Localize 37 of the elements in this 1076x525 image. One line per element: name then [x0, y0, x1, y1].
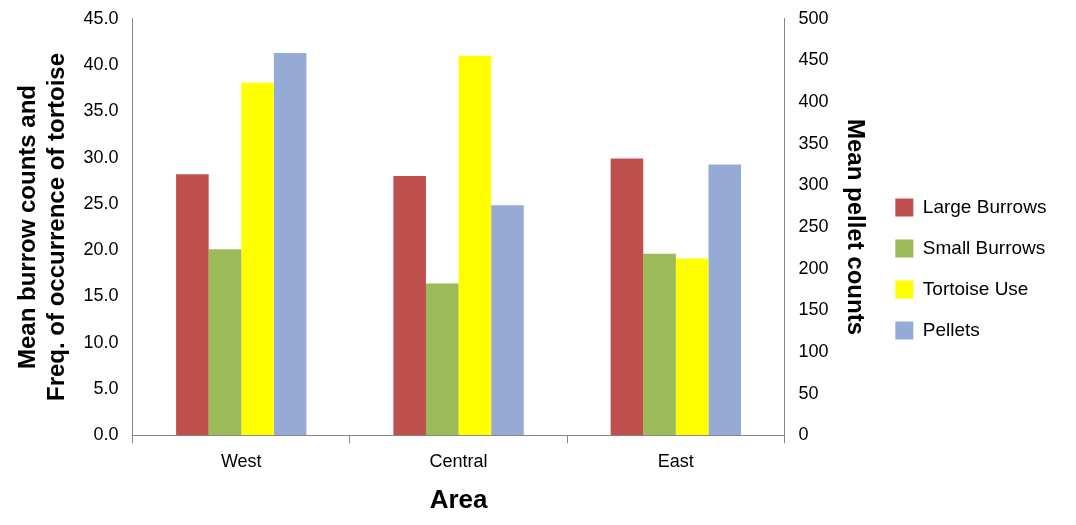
y2-tick-label: 0	[798, 424, 809, 445]
y-tick-label: 30.0	[83, 146, 119, 167]
y-axis-title: Mean burrow counts and Freq. of occurrence of tortoise	[13, 52, 69, 402]
x-tick-label: Central	[429, 450, 488, 471]
x-tick-label: West	[220, 450, 262, 471]
bar	[176, 174, 209, 436]
y2-tick-label: 50	[798, 382, 819, 403]
bar	[643, 253, 676, 436]
legend-label: Large Burrows	[922, 195, 1047, 217]
y-tick-label: 25.0	[83, 192, 119, 213]
y2-axis-title: Mean pellet counts	[843, 118, 871, 336]
y2-tick-label: 100	[798, 340, 829, 361]
y2-tick-label: 500	[798, 7, 829, 28]
legend-label: Pellets	[922, 318, 980, 340]
y-tick-label: 5.0	[93, 377, 119, 398]
y-tick-label: 10.0	[83, 331, 119, 352]
y2-tick-label: 450	[798, 49, 829, 70]
y-tick-label: 15.0	[83, 285, 119, 306]
bar	[610, 158, 644, 436]
y2-tick-label: 400	[798, 91, 829, 112]
y-tick-label: 45.0	[83, 7, 119, 28]
y-tick-label: 0.0	[93, 424, 119, 445]
y2-tick-label: 200	[798, 257, 829, 278]
y-tick-label: 20.0	[83, 239, 119, 260]
x-tick-label: East	[657, 450, 694, 471]
bar	[208, 249, 242, 436]
y-tick-label: 40.0	[83, 54, 119, 75]
legend-label: Tortoise Use	[922, 277, 1029, 299]
x-axis-title: Area	[429, 483, 489, 514]
y2-tick-label: 350	[798, 132, 829, 153]
bar	[393, 176, 426, 436]
y2-tick-label: 250	[798, 215, 829, 236]
y-tick-label: 35.0	[83, 100, 119, 121]
y2-tick-label: 300	[798, 174, 829, 195]
bar	[425, 283, 459, 436]
legend-label: Small Burrows	[922, 236, 1046, 258]
y2-tick-label: 150	[798, 299, 829, 320]
